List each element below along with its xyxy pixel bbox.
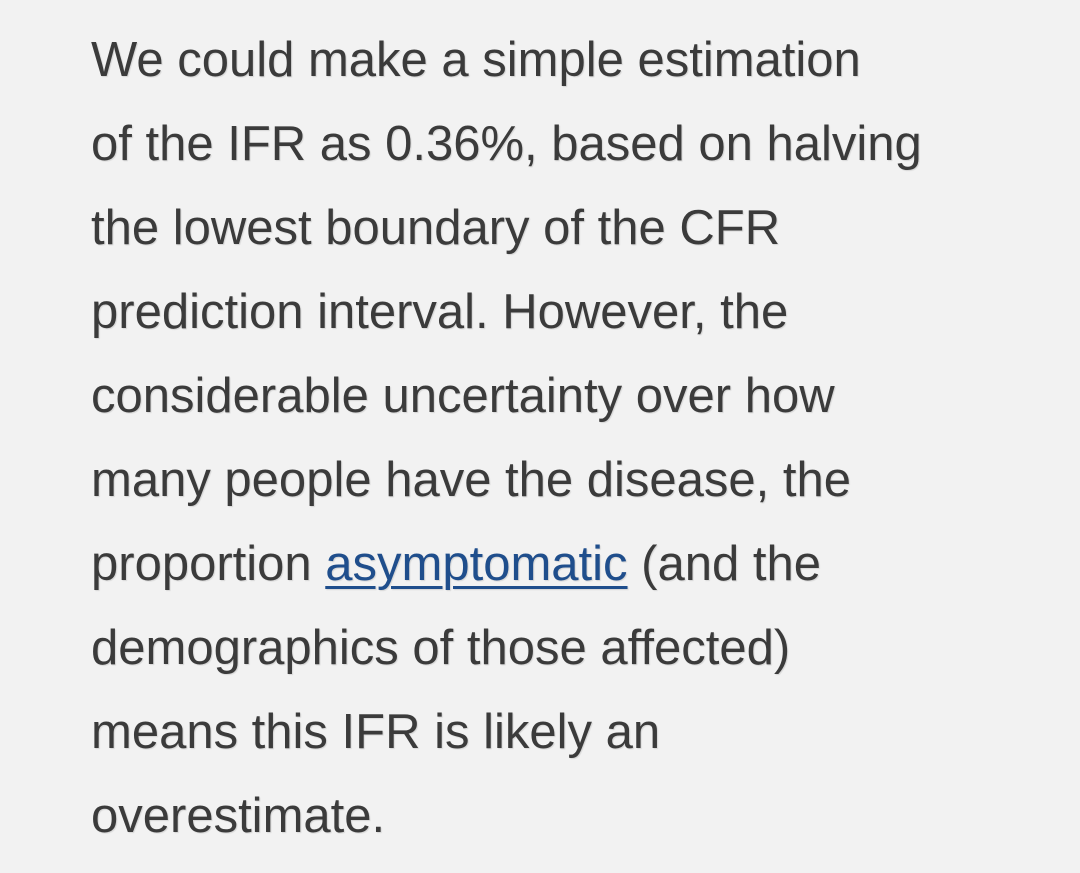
text-line: We could make a simple estimation bbox=[91, 33, 861, 87]
article-paragraph: We could make a simple estimation of the… bbox=[91, 18, 1051, 858]
text-line: prediction interval. However, the bbox=[91, 285, 789, 339]
text-line-with-link: proportion asymptomatic (and the bbox=[91, 522, 1051, 606]
text-line: many people have the disease, the bbox=[91, 453, 852, 507]
text-line: means this IFR is likely an bbox=[91, 705, 661, 759]
text-line: of the IFR as 0.36%, based on halving bbox=[91, 117, 922, 171]
text-segment: proportion bbox=[91, 537, 326, 591]
text-line: overestimate. bbox=[91, 789, 386, 843]
text-segment: (and the bbox=[627, 537, 821, 591]
text-line: considerable uncertainty over how bbox=[91, 369, 835, 423]
text-line: the lowest boundary of the CFR bbox=[91, 201, 781, 255]
text-line: demographics of those affected) bbox=[91, 621, 791, 675]
asymptomatic-link[interactable]: asymptomatic bbox=[325, 537, 628, 591]
